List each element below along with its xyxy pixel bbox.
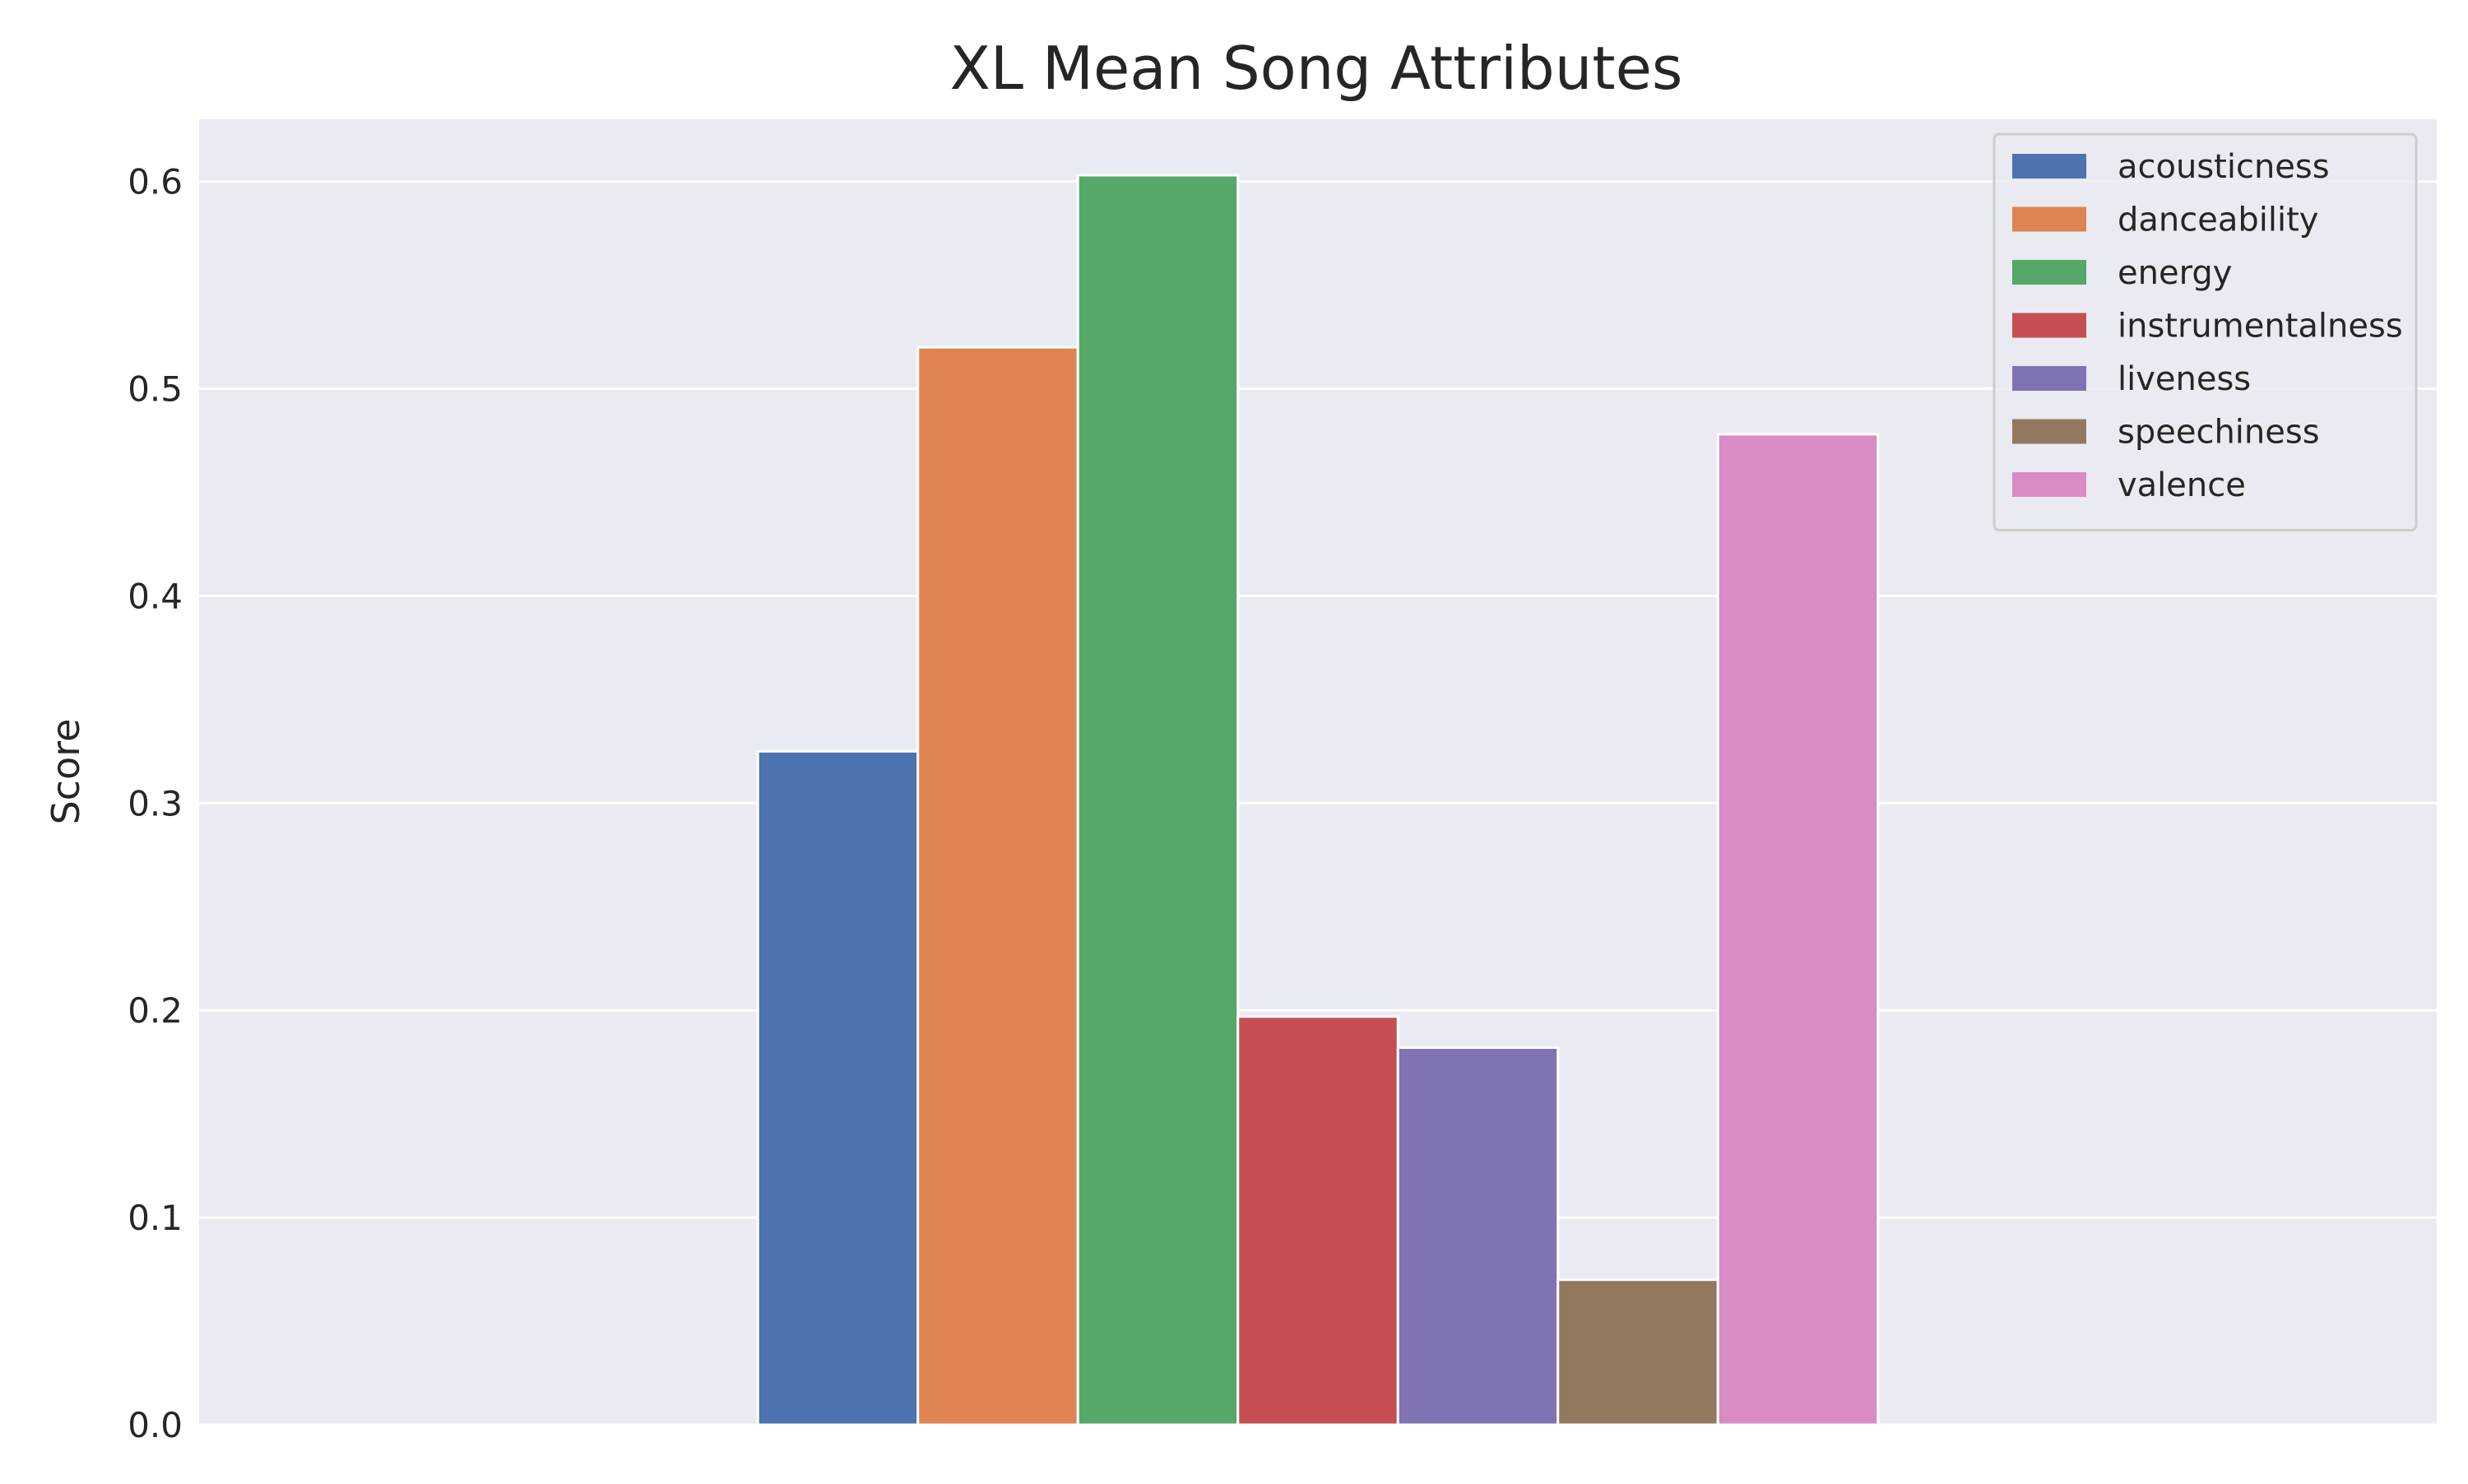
y-tick-label: 0.3: [128, 783, 183, 823]
y-tick-label: 0.2: [128, 990, 183, 1031]
legend-box: [1992, 132, 2418, 531]
legend-swatch-acousticness: [2012, 154, 2086, 179]
legend-label-valence: valence: [2118, 466, 2246, 504]
y-axis-label: Score: [44, 719, 88, 825]
y-tick-label: 0.0: [128, 1405, 183, 1445]
chart-title: XL Mean Song Attributes: [950, 34, 1683, 103]
bars: [756, 174, 1880, 1426]
bar-valence: [1716, 433, 1880, 1426]
bar-danceability: [916, 345, 1079, 1426]
bar-speechiness: [1556, 1278, 1719, 1426]
y-tick-label: 0.5: [128, 369, 183, 409]
y-tick-label: 0.6: [128, 162, 183, 202]
legend-swatch-instrumentalness: [2012, 313, 2086, 338]
y-tick-label: 0.1: [128, 1198, 183, 1238]
legend-label-liveness: liveness: [2118, 360, 2251, 398]
legend-label-acousticness: acousticness: [2118, 148, 2330, 186]
y-axis-ticks: 0.0 0.1 0.2 0.3 0.4 0.5 0.6: [128, 162, 183, 1445]
bar-acousticness: [756, 749, 920, 1426]
legend-swatch-danceability: [2012, 206, 2086, 232]
bar-instrumentalness: [1236, 1015, 1399, 1426]
legend-label-danceability: danceability: [2118, 202, 2318, 239]
legend: acousticness danceability energy instrument…: [1992, 132, 2418, 531]
legend-swatch-speechiness: [2012, 419, 2086, 444]
y-tick-label: 0.4: [128, 576, 183, 616]
legend-label-energy: energy: [2118, 254, 2232, 292]
bar-liveness: [1396, 1046, 1560, 1426]
legend-label-speechiness: speechiness: [2118, 414, 2320, 452]
legend-swatch-liveness: [2012, 366, 2086, 391]
bar-energy: [1076, 174, 1240, 1426]
legend-swatch-valence: [2012, 472, 2086, 497]
legend-label-instrumentalness: instrumentalness: [2118, 308, 2403, 345]
legend-swatch-energy: [2012, 260, 2086, 285]
